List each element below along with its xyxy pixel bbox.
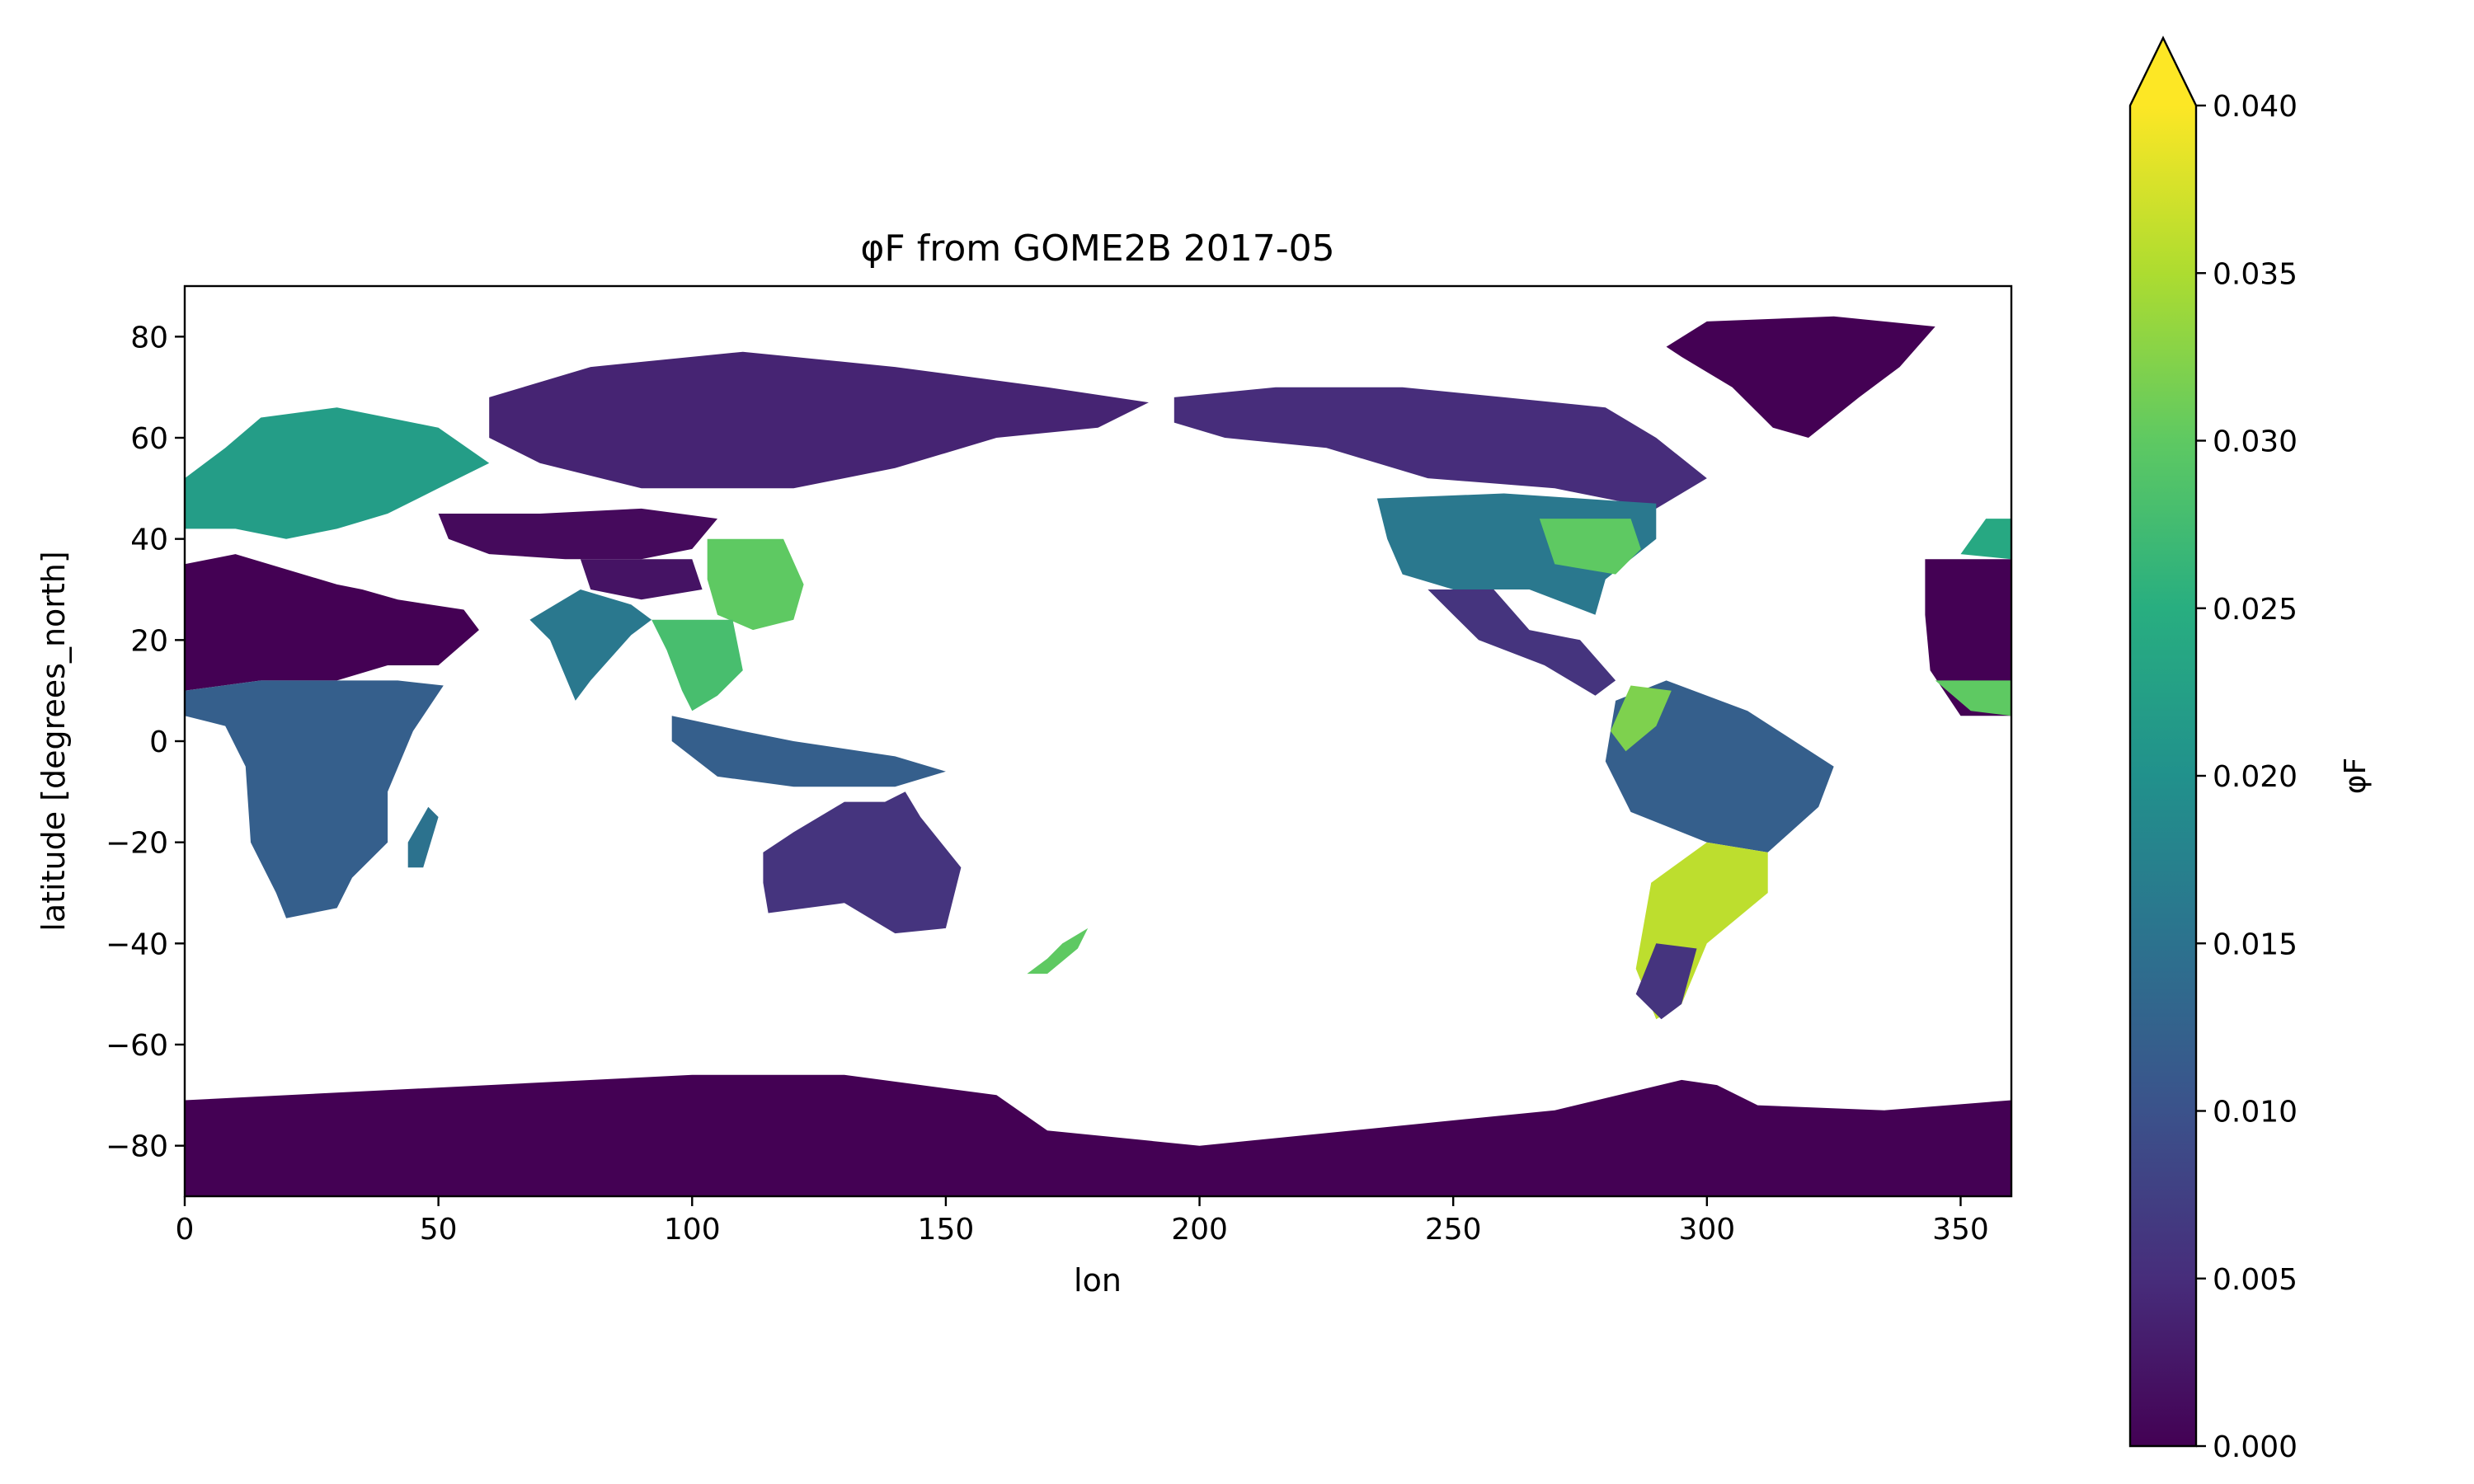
region-canada-alaska xyxy=(1174,387,1707,509)
colorbar-ticks: 0.000 0.005 0.010 0.015 0.020 0.025 0.030 0.035… xyxy=(2196,90,2298,1464)
region-west-african-coast xyxy=(1935,680,2011,716)
chart-title: φF from GOME2B 2017-05 xyxy=(860,228,1334,270)
region-madagascar xyxy=(407,806,439,868)
region-europe xyxy=(185,407,490,539)
y-tick-label: 20 xyxy=(130,624,168,658)
y-tick-label: −60 xyxy=(106,1029,168,1063)
region-tibet xyxy=(580,559,703,600)
colorbar-tick-label: 0.035 xyxy=(2213,257,2298,291)
region-amazon-brazil xyxy=(1605,680,1834,852)
region-mexico-central-america xyxy=(1427,589,1616,696)
region-new-zealand xyxy=(1027,928,1089,974)
x-axis: 0 50 100 150 200 250 300 350 xyxy=(176,1196,1989,1247)
y-tick-label: 80 xyxy=(130,321,168,355)
x-axis-label: lon xyxy=(1074,1262,1122,1298)
colorbar-gradient xyxy=(2130,106,2196,1446)
region-central-asia-deserts xyxy=(438,508,717,560)
region-iberia xyxy=(1960,519,2011,560)
x-tick-label: 300 xyxy=(1678,1213,1735,1247)
colorbar-tick-label: 0.020 xyxy=(2213,760,2298,794)
region-eastern-us xyxy=(1539,519,1641,575)
region-greenland xyxy=(1666,316,1935,438)
y-axis: −80 −60 −40 −20 0 20 40 60 80 xyxy=(106,321,185,1164)
colorbar-tick-label: 0.040 xyxy=(2213,90,2298,124)
colorbar-tick-label: 0.025 xyxy=(2213,593,2298,627)
colorbar-outline xyxy=(2128,35,2198,1448)
colorbar-tick-label: 0.010 xyxy=(2213,1096,2298,1129)
colorbar: 0.000 0.005 0.010 0.015 0.020 0.025 0.030 0.035… xyxy=(2128,35,2373,1464)
region-australia xyxy=(763,791,962,934)
region-siberia-northern-asia xyxy=(489,351,1149,489)
region-sahara-arabia xyxy=(185,554,479,691)
region-east-china xyxy=(707,538,804,631)
region-india xyxy=(529,589,652,701)
land-regions xyxy=(185,316,2011,1196)
y-tick-label: 0 xyxy=(149,726,168,759)
colorbar-tick-label: 0.015 xyxy=(2213,928,2298,961)
y-tick-label: −80 xyxy=(106,1130,168,1164)
region-antarctica xyxy=(185,1074,2011,1196)
region-southeast-asia xyxy=(651,619,743,711)
y-tick-label: −20 xyxy=(106,827,168,861)
region-colombia xyxy=(1610,685,1672,752)
x-tick-label: 150 xyxy=(918,1213,975,1247)
x-tick-label: 350 xyxy=(1932,1213,1989,1247)
region-western-sahara-west-africa xyxy=(1925,559,2011,716)
region-sub-saharan-africa xyxy=(185,680,444,918)
y-tick-label: 40 xyxy=(130,524,168,557)
y-tick-label: −40 xyxy=(106,928,168,961)
colorbar-tick-label: 0.005 xyxy=(2213,1263,2298,1297)
y-axis-label: latitude [degrees_north] xyxy=(35,551,72,931)
x-tick-label: 250 xyxy=(1425,1213,1482,1247)
region-indonesia xyxy=(671,716,946,787)
x-tick-label: 100 xyxy=(664,1213,721,1247)
colorbar-tick-label: 0.000 xyxy=(2213,1430,2298,1464)
y-tick-label: 60 xyxy=(130,422,168,456)
plot-area xyxy=(183,284,2013,1198)
x-tick-label: 200 xyxy=(1171,1213,1228,1247)
colorbar-label: φF xyxy=(2339,758,2373,794)
region-patagonia xyxy=(1635,943,1697,1020)
x-tick-label: 50 xyxy=(420,1213,458,1247)
colorbar-extend-arrow xyxy=(2130,38,2196,106)
x-tick-label: 0 xyxy=(176,1213,195,1247)
colorbar-tick-label: 0.030 xyxy=(2213,425,2298,459)
